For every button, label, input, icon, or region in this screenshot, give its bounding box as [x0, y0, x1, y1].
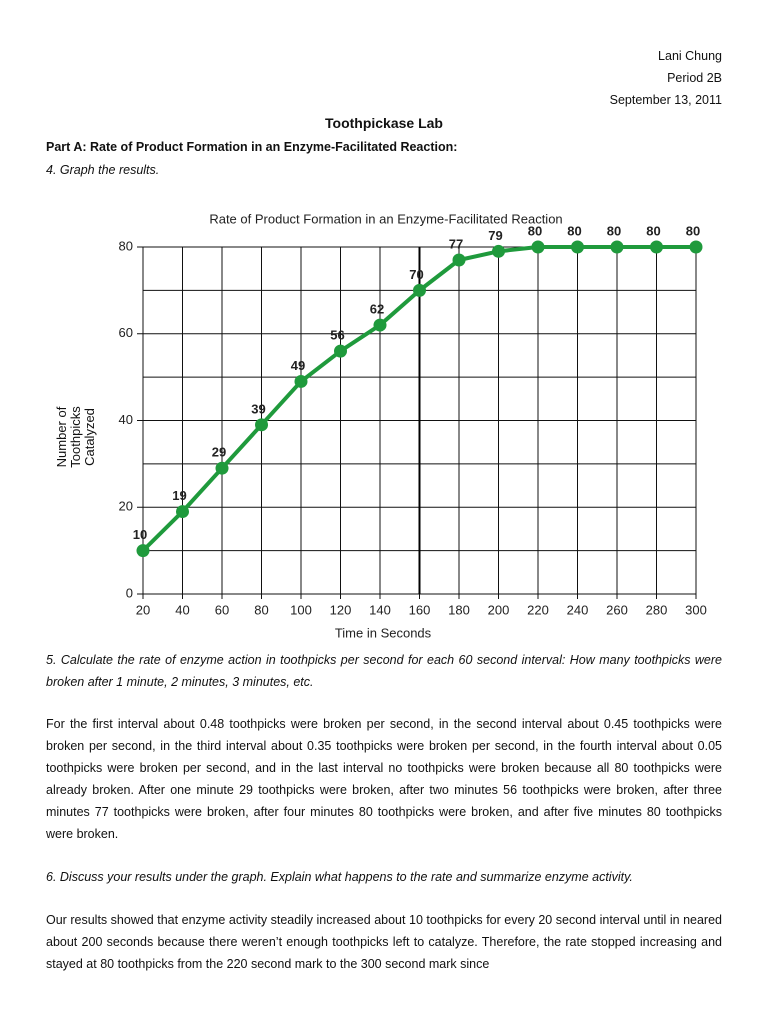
answer: For the first interval about 0.48 toothp… [46, 717, 722, 841]
doc-title: Toothpickase Lab [325, 115, 443, 131]
data-label: 80 [686, 223, 700, 238]
data-point [531, 240, 545, 254]
data-point [373, 318, 387, 332]
data-label: 56 [330, 328, 344, 343]
question: 6. Discuss your results under the graph.… [46, 870, 633, 884]
author: Lani Chung [658, 49, 722, 63]
data-point [334, 344, 347, 358]
x-tick-label: 280 [646, 602, 668, 617]
data-label: 80 [646, 223, 660, 238]
x-tick-label: 300 [685, 602, 707, 617]
data-point [610, 240, 624, 254]
y-tick-label: 20 [119, 499, 133, 514]
data-point [492, 244, 505, 258]
period: Period 2B [667, 71, 722, 85]
data-point [136, 544, 150, 558]
chart: Rate of Product Formation in an Enzyme-F… [119, 211, 707, 640]
x-tick-label: 200 [488, 602, 510, 617]
data-label: 29 [212, 445, 226, 460]
x-tick-label: 240 [567, 602, 589, 617]
data-point [255, 418, 268, 432]
data-label: 77 [449, 236, 463, 251]
question: 4. Graph the results. [46, 163, 160, 177]
data-point [452, 253, 466, 267]
x-tick-label: 80 [254, 602, 268, 617]
data-point [571, 240, 584, 254]
data-label: 79 [488, 228, 502, 243]
x-tick-label: 20 [136, 602, 150, 617]
x-tick-label: 220 [527, 602, 549, 617]
date: September 13, 2011 [609, 93, 722, 107]
x-tick-label: 60 [215, 602, 229, 617]
data-label: 70 [409, 267, 423, 282]
x-tick-label: 260 [606, 602, 628, 617]
x-tick-label: 120 [330, 602, 352, 617]
data-label: 80 [528, 223, 542, 238]
data-label: 62 [370, 302, 384, 317]
part-heading: Part A: Rate of Product Formation in an … [46, 140, 458, 154]
data-point [689, 240, 703, 254]
data-point [413, 283, 426, 297]
x-tick-label: 180 [448, 602, 470, 617]
y-tick-label: 60 [119, 325, 133, 340]
data-label: 80 [567, 223, 581, 238]
x-tick-label: 160 [409, 602, 431, 617]
data-point [650, 240, 663, 254]
data-point [215, 461, 229, 475]
data-label: 49 [291, 358, 305, 373]
y-tick-label: 40 [119, 412, 133, 427]
data-point [294, 374, 308, 388]
x-tick-label: 40 [175, 602, 189, 617]
x-tick-label: 140 [369, 602, 391, 617]
x-tick-label: 100 [290, 602, 312, 617]
data-label: 19 [172, 488, 186, 503]
data-label: 10 [133, 527, 147, 542]
data-point [176, 505, 189, 519]
question: 5. Calculate the rate of enzyme action i… [46, 653, 722, 689]
data-label: 39 [251, 401, 265, 416]
data-label: 80 [607, 223, 621, 238]
answer: Our results showed that enzyme activity … [46, 913, 722, 971]
chart-title: Rate of Product Formation in an Enzyme-F… [209, 211, 562, 226]
y-tick-label: 80 [119, 238, 133, 253]
x-axis-label: Time in Seconds [335, 625, 432, 640]
y-tick-label: 0 [126, 585, 133, 600]
